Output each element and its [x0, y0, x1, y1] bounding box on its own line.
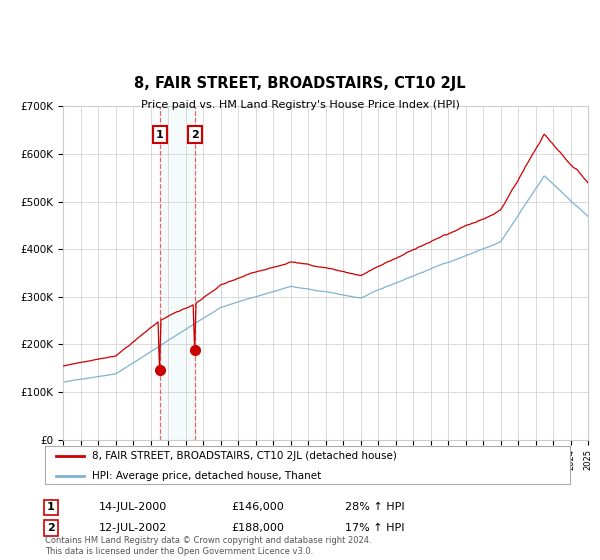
- Text: Contains HM Land Registry data © Crown copyright and database right 2024.
This d: Contains HM Land Registry data © Crown c…: [45, 536, 371, 556]
- Bar: [160, 106, 195, 440]
- Text: 28% ↑ HPI: 28% ↑ HPI: [345, 502, 404, 512]
- Text: 1: 1: [156, 130, 164, 140]
- Text: 12-JUL-2002: 12-JUL-2002: [99, 523, 167, 533]
- Text: Price paid vs. HM Land Registry's House Price Index (HPI): Price paid vs. HM Land Registry's House …: [140, 100, 460, 110]
- Text: 8, FAIR STREET, BROADSTAIRS, CT10 2JL: 8, FAIR STREET, BROADSTAIRS, CT10 2JL: [134, 76, 466, 91]
- Text: £188,000: £188,000: [231, 523, 284, 533]
- Text: HPI: Average price, detached house, Thanet: HPI: Average price, detached house, Than…: [92, 471, 322, 481]
- Text: 1: 1: [47, 502, 55, 512]
- Text: 2: 2: [191, 130, 199, 140]
- Text: 14-JUL-2000: 14-JUL-2000: [99, 502, 167, 512]
- Text: £146,000: £146,000: [231, 502, 284, 512]
- Text: 17% ↑ HPI: 17% ↑ HPI: [345, 523, 404, 533]
- Text: 8, FAIR STREET, BROADSTAIRS, CT10 2JL (detached house): 8, FAIR STREET, BROADSTAIRS, CT10 2JL (d…: [92, 451, 397, 461]
- Text: 2: 2: [47, 523, 55, 533]
